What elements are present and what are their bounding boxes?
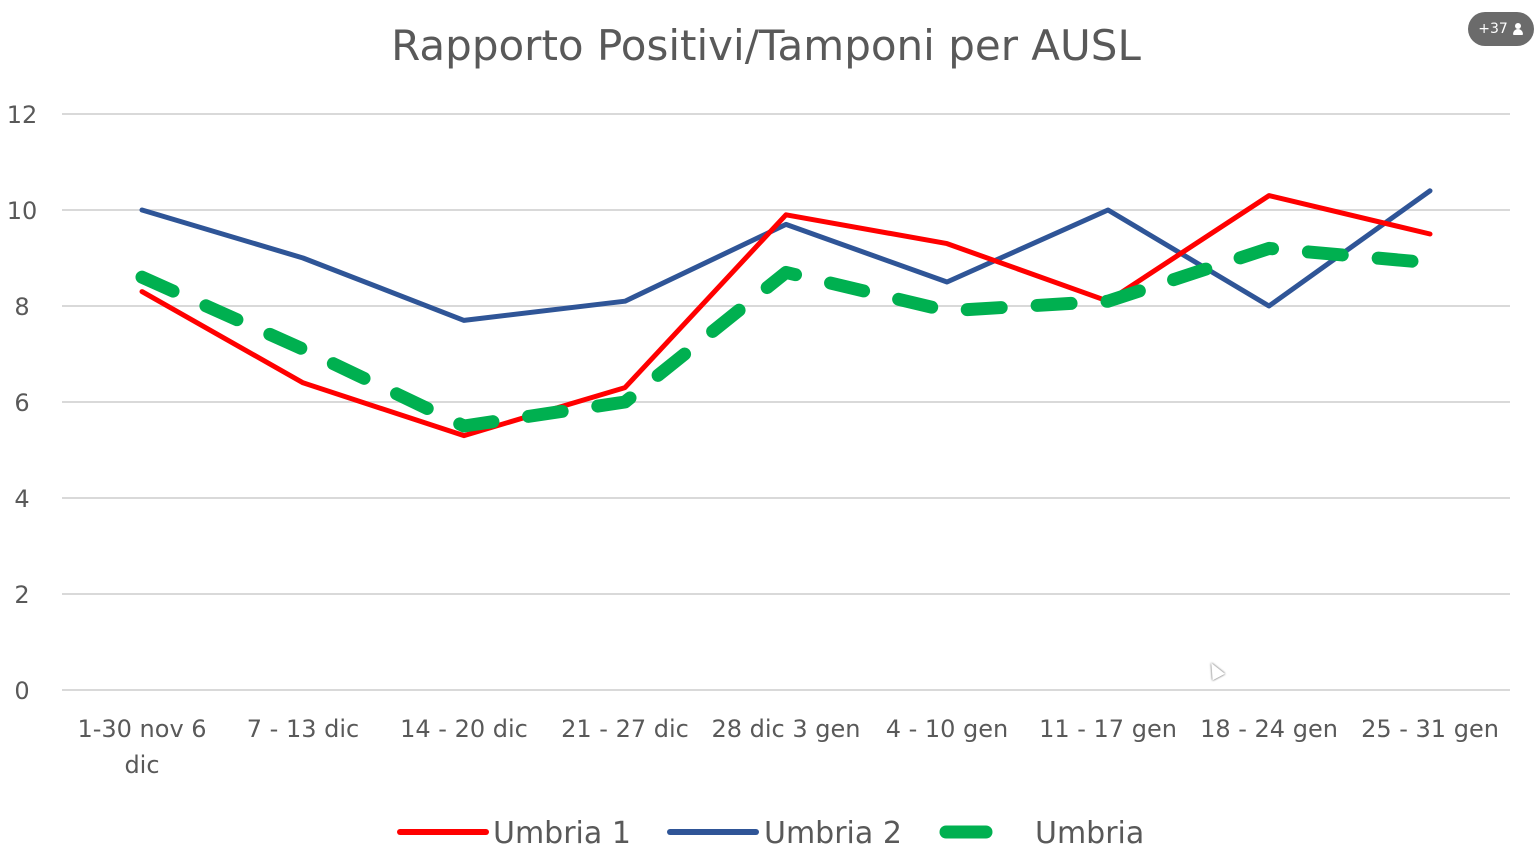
x-tick-label: 4 - 10 gen — [886, 715, 1009, 743]
x-tick-label: 14 - 20 dic — [400, 715, 528, 743]
legend-label: Umbria — [1035, 816, 1144, 851]
x-tick-label: 11 - 17 gen — [1039, 715, 1177, 743]
x-tick-line: 21 - 27 dic — [561, 715, 689, 743]
y-tick-label: 2 — [14, 581, 29, 609]
series-line-0 — [139, 193, 1433, 439]
legend-item-0: Umbria 1 — [397, 816, 631, 851]
participants-badge[interactable]: +37 — [1468, 12, 1534, 46]
series-line-2 — [135, 241, 1437, 433]
y-tick-label: 10 — [7, 197, 38, 225]
x-tick-line: 11 - 17 gen — [1039, 715, 1177, 743]
y-tick-label: 6 — [14, 389, 29, 417]
x-tick-line: 14 - 20 dic — [400, 715, 528, 743]
x-tick-line: 18 - 24 gen — [1200, 715, 1338, 743]
series-line-1 — [139, 188, 1433, 323]
legend-item-2: Umbria — [939, 816, 1144, 851]
x-tick-line: 7 - 13 dic — [247, 715, 359, 743]
y-tick-label: 12 — [7, 101, 38, 129]
x-tick-line: 25 - 31 gen — [1361, 715, 1499, 743]
x-tick-line: 1-30 nov 6 — [77, 715, 206, 743]
x-tick-line: 28 dic 3 gen — [711, 715, 860, 743]
y-tick-label: 8 — [14, 293, 29, 321]
x-tick-label: 1-30 nov 6 dic — [77, 715, 206, 779]
x-tick-label: 21 - 27 dic — [561, 715, 689, 743]
x-tick-label: 18 - 24 gen — [1200, 715, 1338, 743]
y-tick-label: 4 — [14, 485, 29, 513]
participants-count: +37 — [1478, 21, 1508, 37]
x-tick-label: 25 - 31 gen — [1361, 715, 1499, 743]
x-tick-label: 28 dic 3 gen — [711, 715, 860, 743]
person-icon — [1512, 23, 1524, 35]
legend-item-1: Umbria 2 — [667, 816, 902, 851]
chart-title: Rapporto Positivi/Tamponi per AUSL — [391, 21, 1141, 70]
legend-label: Umbria 1 — [493, 816, 631, 851]
x-tick-label: 7 - 13 dic — [247, 715, 359, 743]
x-tick-line: dic — [124, 751, 159, 779]
legend-label: Umbria 2 — [764, 816, 902, 851]
y-tick-label: 0 — [14, 677, 29, 705]
x-tick-line: 4 - 10 gen — [886, 715, 1009, 743]
